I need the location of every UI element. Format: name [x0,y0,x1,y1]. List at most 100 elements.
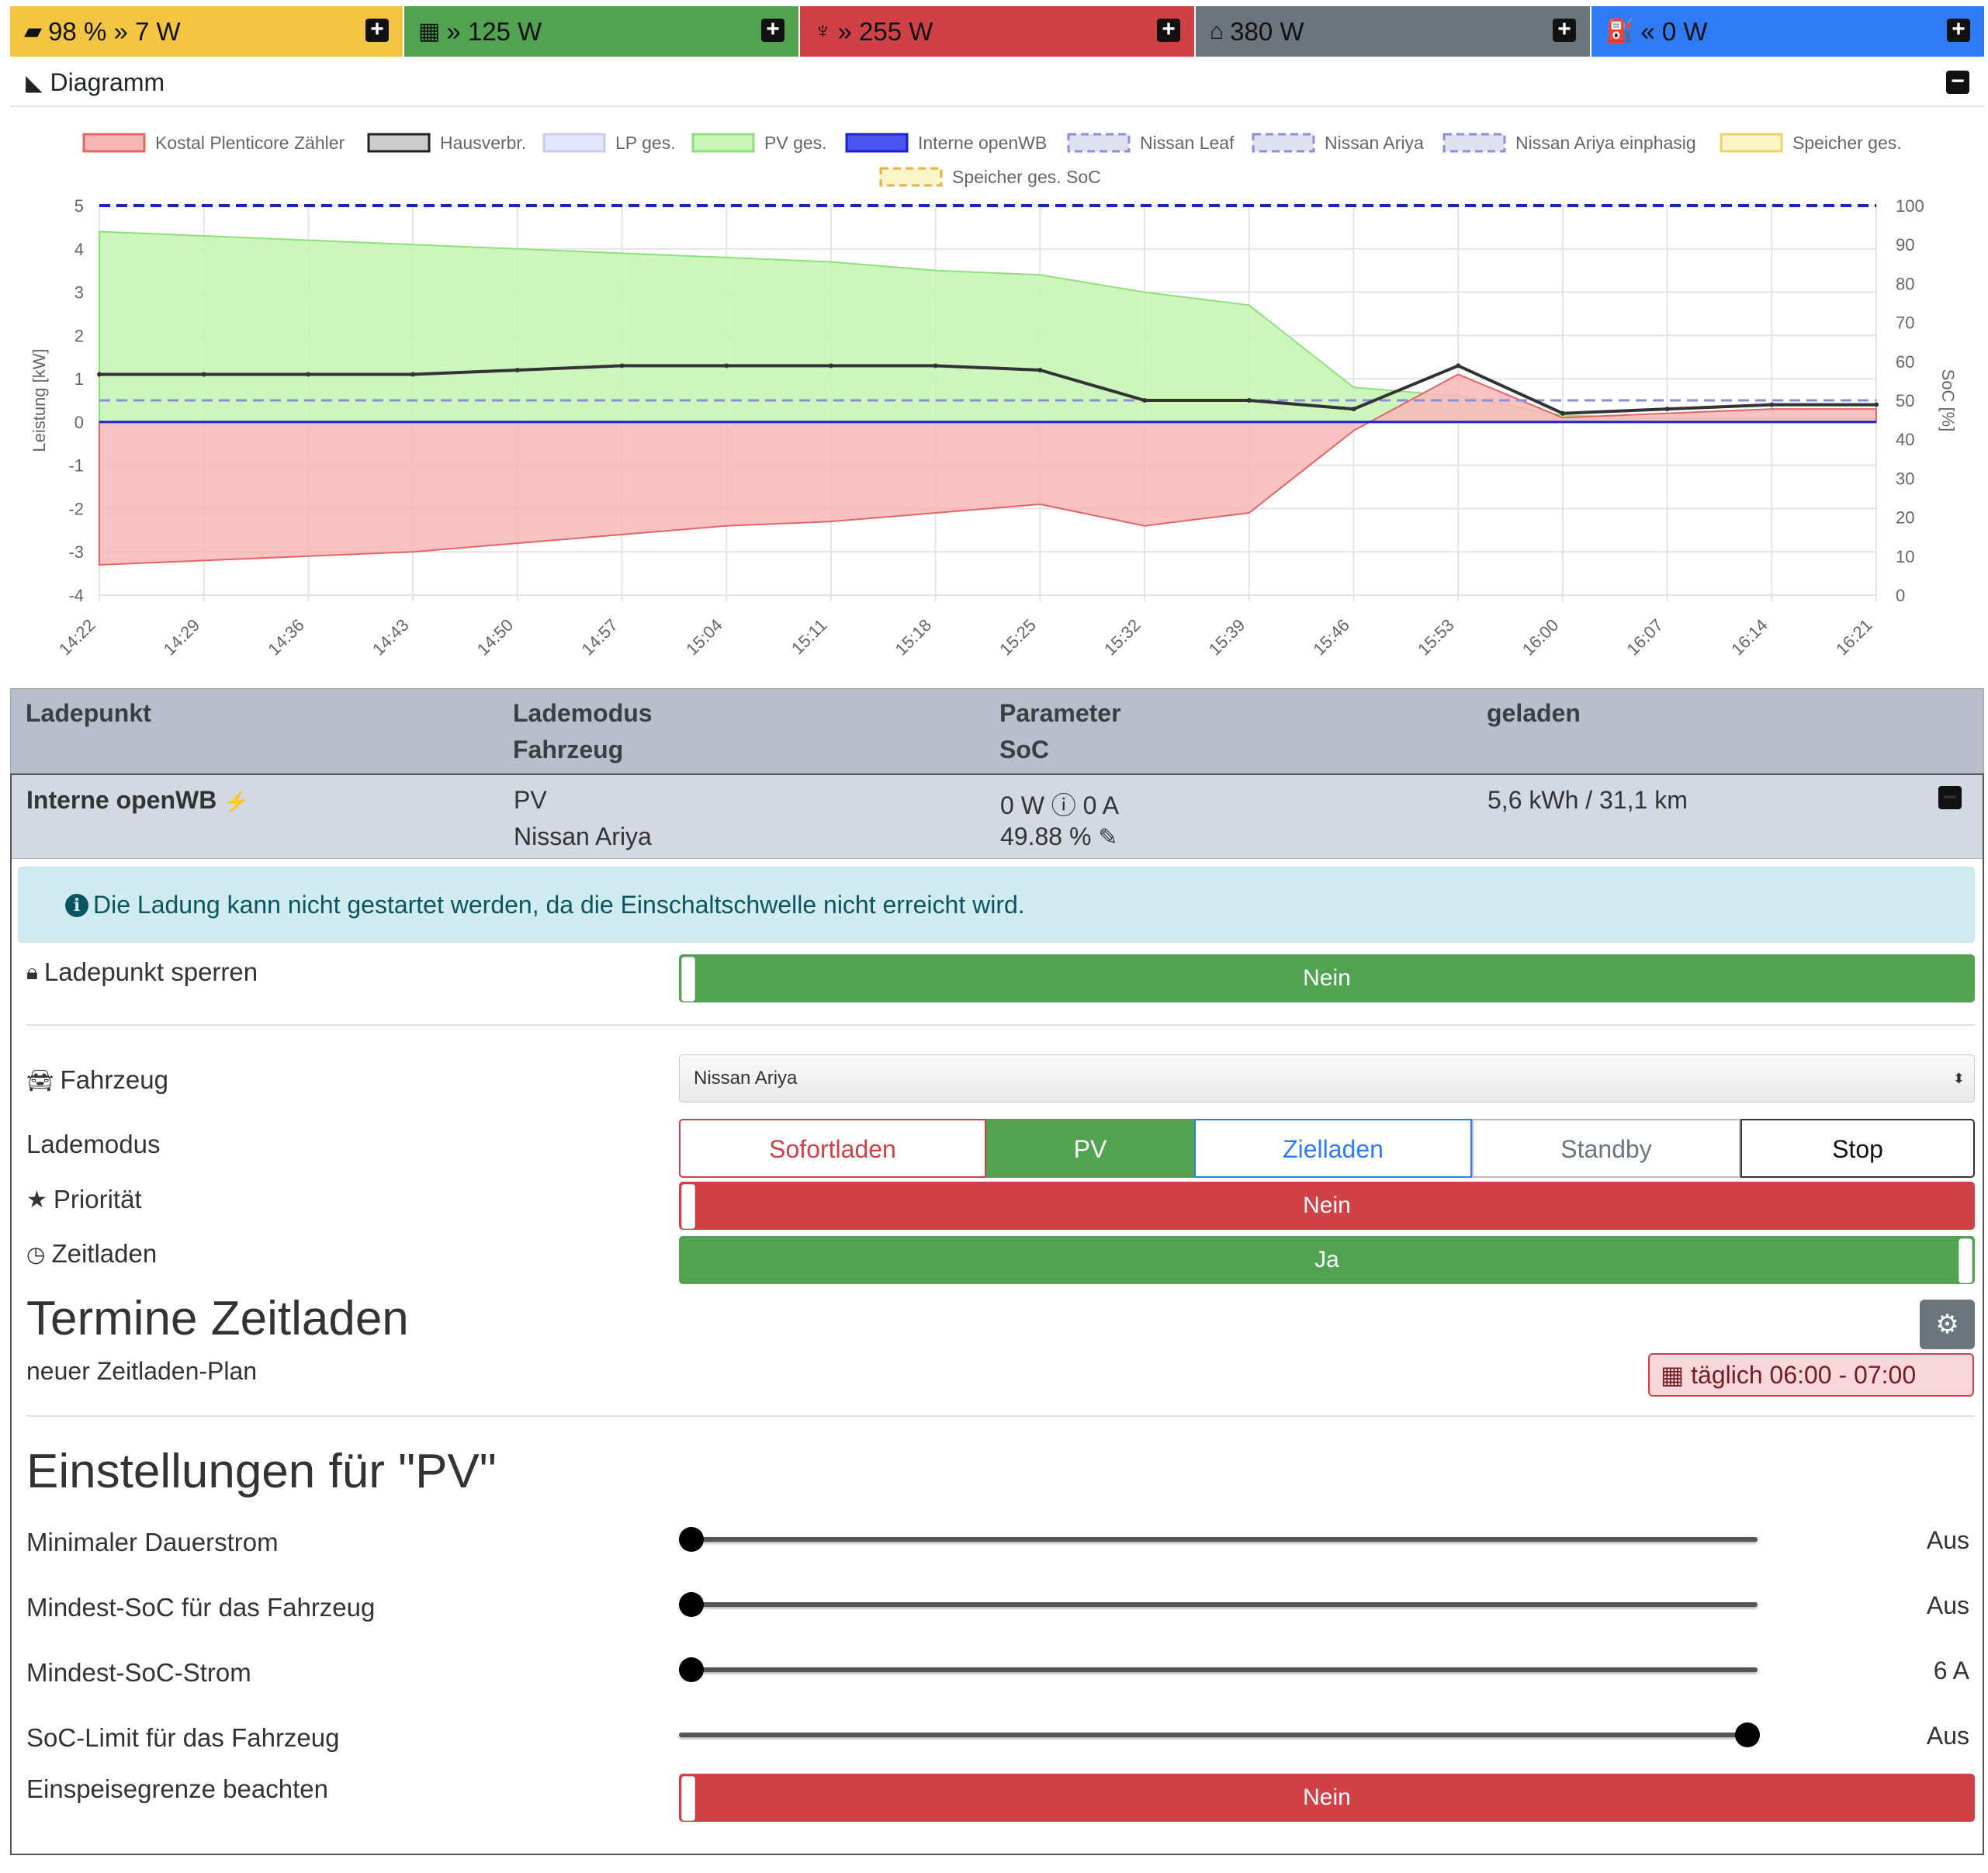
battery-status[interactable]: ▰ 98 % » 7 W + [10,6,403,57]
y-tick-label: -2 [68,499,84,518]
expand-icon[interactable]: + [1553,18,1576,42]
vehicle-select[interactable]: Nissan Ariya ⬍ [679,1054,1975,1103]
slider-label-min-soc: Mindest-SoC für das Fahrzeug [26,1593,376,1622]
chargepoint-mode: PV [514,786,547,814]
series-house-point [1246,398,1252,403]
slider-min-soc[interactable] [679,1602,1758,1607]
series-house-point [1874,402,1879,407]
legend-label: Kostal Plenticore Zähler [155,133,345,153]
mode-standby-button[interactable]: Standby [1472,1119,1740,1178]
lock-toggle[interactable]: Nein [679,954,1975,1002]
series-house-point [724,363,729,369]
y2-tick-label: 50 [1896,391,1914,410]
feedin-label: Einspeisegrenze beachten [26,1774,328,1803]
pv-settings-title: Einstellungen für "PV" [26,1445,497,1498]
mode-pv-button[interactable]: PV [986,1119,1194,1178]
legend-label: Speicher ges. [1792,133,1902,153]
schedule-title: Termine Zeitladen [26,1292,409,1345]
series-house-point [306,372,311,377]
expand-icon[interactable]: + [1157,18,1180,42]
pv-status[interactable]: ▦ » 125 W + [404,6,798,57]
y2-tick-label: 0 [1896,586,1905,605]
legend-label: Nissan Ariya einphasig [1515,133,1696,153]
mode-zielladen-button[interactable]: Zielladen [1194,1119,1472,1178]
status-bar: ▰ 98 % » 7 W + ▦ » 125 W + ♆ » 255 W + ⌂… [10,6,1984,57]
y-tick-label: -3 [68,542,84,562]
timecharge-toggle[interactable]: Ja [679,1236,1975,1284]
slider-value-soc-limit: Aus [1926,1722,1969,1750]
series-house-point [514,367,520,372]
y2-tick-label: 70 [1896,313,1914,333]
grid-status[interactable]: ♆ » 255 W + [800,6,1194,57]
toggle-knob [681,1184,695,1229]
chargemode-buttons: Sofortladen PV Zielladen Standby Stop [679,1119,1975,1178]
y2-tick-label: 30 [1896,469,1914,488]
chargepoint-name: Interne openWB ⚡ [26,786,249,814]
legend-swatch [879,167,943,187]
chargemode-label: Lademodus [26,1130,161,1158]
y2-tick-label: 40 [1896,430,1914,449]
schedule-settings-button[interactable]: ⚙ [1920,1300,1975,1349]
x-tick-label: 15:04 [682,615,726,660]
slider-min-soc-current[interactable] [679,1667,1758,1672]
slider-thumb-min-current[interactable] [679,1527,704,1552]
series-house-point [1037,367,1043,372]
slider-thumb-min-soc-current[interactable] [679,1657,704,1682]
feedin-toggle[interactable]: Nein [679,1774,1975,1822]
house-status[interactable]: ⌂ 380 W + [1196,6,1590,57]
priority-toggle[interactable]: Nein [679,1182,1975,1230]
charge-status[interactable]: ⛽ « 0 W + [1591,6,1984,57]
priority-label: ★ Priorität [26,1185,142,1213]
toggle-knob [681,1776,695,1821]
series-house-point [619,363,625,369]
x-tick-label: 14:43 [369,615,413,660]
edit-icon[interactable]: ✎ [1098,825,1118,850]
diagram-header: ◣ Diagramm − [10,62,1984,107]
legend-label: LP ges. [615,133,676,153]
mode-sofortladen-button[interactable]: Sofortladen [679,1119,986,1178]
toggle-knob [1959,1238,1972,1283]
slider-min-current[interactable] [679,1537,1758,1542]
expand-icon[interactable]: + [1947,18,1970,42]
collapse-diagram-button[interactable]: − [1946,70,1969,94]
info-icon: i [65,894,88,917]
y2-axis-title: SoC [%] [1938,369,1958,432]
expand-icon[interactable]: + [761,18,784,42]
expand-icon[interactable]: + [365,18,389,42]
diagram-title: ◣ Diagramm [26,68,165,96]
y2-tick-label: 10 [1896,547,1914,566]
col-geladen: geladen [1487,699,1581,727]
series-house-point [201,372,206,377]
slider-thumb-soc-limit[interactable] [1735,1722,1760,1747]
y2-tick-label: 80 [1896,274,1914,293]
slider-value-min-soc: Aus [1926,1591,1969,1619]
collapse-chargepoint-button[interactable]: − [1938,784,1962,809]
slider-label-soc-limit: SoC-Limit für das Fahrzeug [26,1723,340,1752]
new-plan-label: neuer Zeitladen-Plan [26,1357,258,1385]
gears-icon: ⚙ [1935,1310,1959,1339]
schedule-plan-badge[interactable]: ▦ täglich 06:00 - 07:00 [1648,1353,1974,1397]
power-chart: Kostal Plenticore Zähler Hausverbr. LP ges… [29,133,1958,660]
legend-label: Interne openWB [918,133,1047,153]
legend-swatch [1443,133,1506,153]
x-tick-label: 16:14 [1727,615,1772,660]
x-tick-label: 14:57 [577,615,622,660]
mode-stop-button[interactable]: Stop [1740,1119,1975,1178]
series-house-point [1456,363,1461,369]
battery-icon: ▰ [24,19,43,44]
x-tick-label: 15:11 [788,615,830,658]
chargepoint-row[interactable]: Interne openWB ⚡ PV Nissan Ariya 0 W ⓘ 0… [12,775,1983,859]
slider-soc-limit[interactable] [679,1733,1758,1737]
x-tick-label: 15:18 [892,615,936,660]
toggle-knob [681,957,695,1002]
legend-swatch [82,133,146,153]
y-axis-title: Leistung [kW] [29,348,49,452]
slider-label-min-soc-current: Mindest-SoC-Strom [26,1658,251,1687]
chargepoint-vehicle: Nissan Ariya [514,822,652,850]
series-house-point [1769,402,1775,407]
x-tick-label: 15:39 [1205,615,1249,660]
series-pv-area [99,230,1877,423]
legend-swatch [845,133,909,153]
col-fahrzeug: Fahrzeug [513,736,624,763]
slider-thumb-min-soc[interactable] [679,1592,704,1617]
